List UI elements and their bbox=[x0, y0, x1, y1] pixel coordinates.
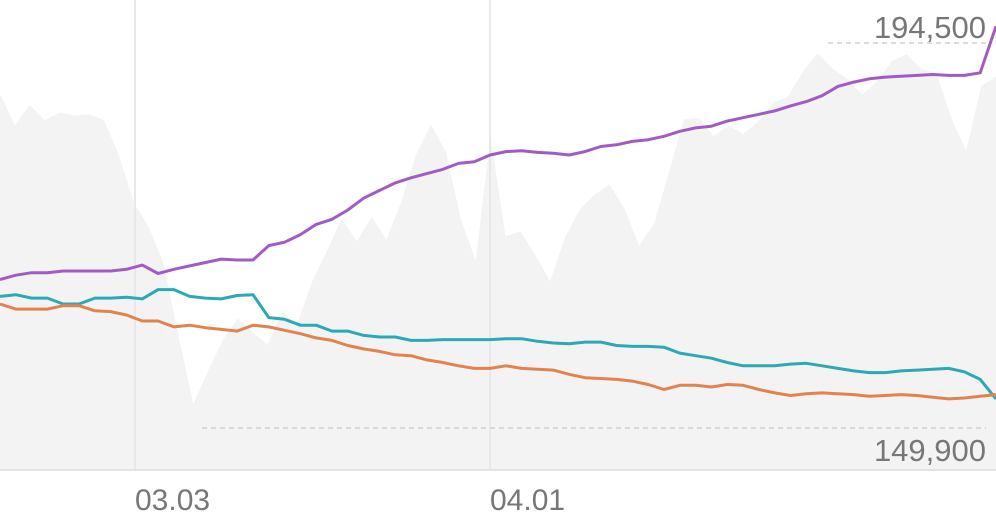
series-line-1 bbox=[0, 25, 996, 281]
series-lines bbox=[0, 25, 996, 401]
series-line-3 bbox=[0, 302, 996, 401]
background-volume-area bbox=[0, 53, 996, 471]
x-tick-label-1: 03.03 bbox=[135, 484, 210, 517]
min-value-label: 149,900 bbox=[874, 433, 986, 468]
extreme-reference-lines bbox=[202, 42, 986, 429]
series-line-2 bbox=[0, 288, 996, 400]
vertical-gridlines bbox=[134, 0, 491, 470]
background-area-shape bbox=[0, 53, 996, 471]
x-tick-label-2: 04.01 bbox=[490, 484, 565, 517]
max-value-label: 194,500 bbox=[874, 10, 986, 45]
